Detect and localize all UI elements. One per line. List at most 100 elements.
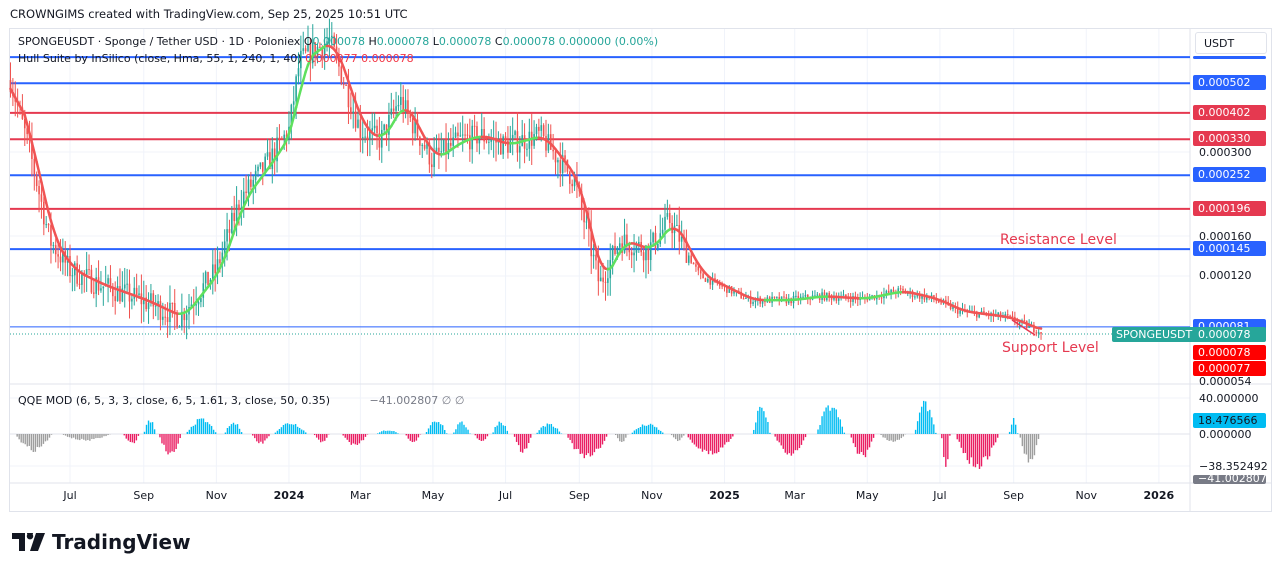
qqe-legend[interactable]: QQE MOD (6, 5, 3, 3, close, 6, 5, 1.61, … bbox=[18, 394, 465, 407]
candle-body bbox=[709, 278, 712, 285]
resistance-annotation[interactable]: Resistance Level bbox=[1000, 232, 1117, 248]
candle-body bbox=[340, 66, 343, 84]
candle-body bbox=[195, 304, 197, 306]
time-axis-label: Nov bbox=[205, 489, 228, 502]
qqe-histogram-bar bbox=[890, 434, 892, 441]
candle-body bbox=[914, 296, 916, 298]
candle-body bbox=[478, 137, 481, 144]
candle-body bbox=[88, 269, 90, 271]
qqe-histogram-bar bbox=[660, 430, 662, 434]
qqe-histogram-bar bbox=[550, 423, 553, 434]
currency-selector[interactable]: USDT bbox=[1195, 32, 1267, 54]
candle-body bbox=[980, 311, 983, 314]
candle-body bbox=[783, 296, 785, 298]
qqe-histogram-bar bbox=[326, 434, 328, 438]
candle-body bbox=[604, 281, 607, 283]
qqe-histogram-bar bbox=[364, 434, 367, 437]
qqe-histogram-bar bbox=[393, 431, 395, 434]
qqe-histogram-bar bbox=[670, 434, 673, 436]
support-annotation[interactable]: Support Level bbox=[1002, 340, 1099, 356]
qqe-histogram-bar bbox=[324, 434, 326, 441]
qqe-histogram-bar bbox=[513, 434, 516, 437]
time-axis-label: Sep bbox=[568, 489, 590, 502]
tradingview-logo[interactable]: TradingView bbox=[12, 530, 191, 554]
qqe-histogram-bar bbox=[506, 430, 509, 434]
qqe-histogram-bar bbox=[976, 434, 979, 465]
candle-body bbox=[549, 134, 552, 150]
qqe-histogram-bar bbox=[833, 407, 835, 434]
qqe-histogram-bar bbox=[48, 434, 51, 438]
qqe-histogram-bar bbox=[74, 434, 77, 440]
candle-body bbox=[400, 96, 402, 105]
hull-line-segment bbox=[44, 201, 50, 214]
qqe-histogram-bar bbox=[970, 434, 973, 458]
qqe-histogram-bar bbox=[1008, 431, 1011, 434]
candle-body bbox=[1037, 332, 1040, 334]
candle-body bbox=[745, 297, 747, 299]
qqe-histogram-bar bbox=[674, 434, 677, 440]
time-axis-label: May bbox=[421, 489, 445, 502]
candle-body bbox=[373, 125, 376, 129]
qqe-histogram-bar bbox=[759, 406, 761, 434]
qqe-histogram-bar bbox=[463, 424, 465, 434]
candle-body bbox=[428, 142, 431, 165]
candle-body bbox=[419, 136, 421, 146]
qqe-histogram-bar bbox=[591, 434, 594, 456]
candle-body bbox=[540, 125, 543, 131]
low-value: 0.000078 bbox=[438, 35, 492, 48]
candle-body bbox=[476, 126, 478, 144]
qqe-histogram-bar bbox=[888, 434, 890, 441]
hull-legend[interactable]: Hull Suite by InSilico (close, Hma, 55, … bbox=[18, 52, 414, 65]
symbol-legend[interactable]: SPONGEUSDT · Sponge / Tether USD · 1D · … bbox=[18, 35, 659, 48]
qqe-histogram-bar bbox=[695, 434, 698, 447]
qqe-histogram-bar bbox=[1012, 417, 1015, 434]
candle-body bbox=[837, 298, 840, 301]
qqe-histogram-bar bbox=[210, 425, 213, 434]
qqe-histogram-bar bbox=[856, 434, 859, 454]
qqe-histogram-bar bbox=[439, 424, 442, 434]
candle-body bbox=[726, 285, 728, 293]
qqe-histogram-bar bbox=[1019, 434, 1022, 438]
candle-body bbox=[956, 306, 959, 314]
qqe-histogram-bar bbox=[504, 425, 506, 434]
candle-body bbox=[585, 221, 588, 223]
candle-body bbox=[247, 179, 250, 194]
qqe-histogram-bar bbox=[947, 434, 949, 460]
qqe-histogram-bar bbox=[486, 434, 489, 437]
qqe-histogram-bar bbox=[305, 432, 307, 434]
qqe-histogram-bar bbox=[837, 417, 839, 434]
candle-body bbox=[259, 162, 262, 167]
candle-body bbox=[628, 244, 631, 253]
qqe-histogram-bar bbox=[175, 434, 177, 450]
qqe-histogram-bar bbox=[538, 430, 540, 434]
qqe-histogram-bar bbox=[577, 434, 579, 449]
qqe-histogram-bar bbox=[284, 423, 287, 434]
candle-body bbox=[283, 134, 285, 139]
qqe-tick: 40.000000 bbox=[1199, 392, 1259, 405]
qqe-histogram-bar bbox=[900, 434, 903, 439]
candle-body bbox=[438, 147, 440, 152]
qqe-histogram-bar bbox=[643, 425, 646, 434]
level-price-label: 0.000330 bbox=[1193, 131, 1266, 147]
candle-body bbox=[416, 119, 419, 137]
qqe-histogram-bar bbox=[542, 425, 544, 434]
candle-body bbox=[814, 295, 816, 297]
qqe-histogram-bar bbox=[521, 434, 524, 453]
qqe-histogram-bar bbox=[30, 434, 33, 451]
qqe-histogram-bar bbox=[169, 434, 171, 453]
candle-body bbox=[38, 186, 40, 195]
time-axis-label: 2026 bbox=[1143, 489, 1175, 502]
candle-body bbox=[499, 139, 502, 155]
candle-body bbox=[887, 290, 890, 294]
candle-body bbox=[445, 139, 447, 155]
candle-body bbox=[885, 290, 888, 294]
qqe-histogram-bar bbox=[753, 429, 755, 434]
qqe-histogram-bar bbox=[655, 427, 658, 434]
candle-body bbox=[461, 134, 464, 136]
qqe-histogram-bar bbox=[997, 434, 999, 438]
qqe-histogram-bar bbox=[129, 434, 132, 442]
candle-body bbox=[754, 299, 757, 303]
candle-body bbox=[454, 132, 457, 138]
candle-body bbox=[661, 229, 664, 234]
